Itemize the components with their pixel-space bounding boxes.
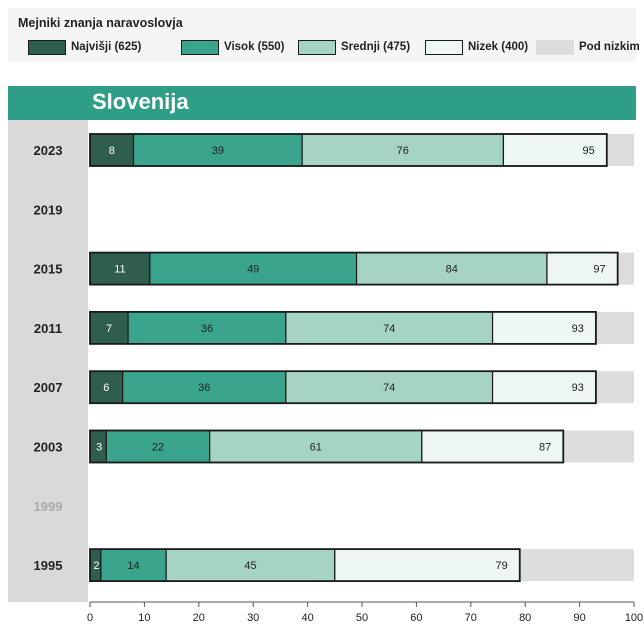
legend-item: Srednji (475) <box>298 38 410 56</box>
x-tick-label: 50 <box>356 612 368 624</box>
bar-segment <box>491 370 597 404</box>
data-label: 22 <box>152 442 164 454</box>
data-label: 6 <box>103 382 109 394</box>
bar-segment <box>149 252 358 286</box>
year-label: 2007 <box>34 380 63 395</box>
bar-outline <box>89 310 597 345</box>
data-label: 14 <box>127 560 139 572</box>
data-label: 49 <box>247 264 259 276</box>
x-tick-label: 20 <box>193 612 205 624</box>
legend-title: Mejniki znanja naravoslovja <box>18 16 183 30</box>
x-tick-label: 40 <box>301 612 313 624</box>
year-column <box>8 120 88 602</box>
data-label: 76 <box>397 145 409 157</box>
legend-item: Visok (550) <box>181 38 285 56</box>
data-label: 93 <box>572 323 584 335</box>
data-label: 93 <box>572 382 584 394</box>
bar-outline <box>89 251 619 286</box>
legend-label: Najvišji (625) <box>71 41 142 53</box>
data-label: 87 <box>539 442 551 454</box>
year-label: 2023 <box>34 143 63 158</box>
year-label: 2003 <box>34 440 63 455</box>
x-tick-label: 90 <box>573 612 585 624</box>
year-label: 2011 <box>34 321 62 336</box>
bar-segment <box>89 370 124 404</box>
bar-segment <box>502 133 608 167</box>
x-tick-label: 70 <box>465 612 477 624</box>
bar-outline <box>89 370 597 405</box>
data-label: 3 <box>96 442 102 454</box>
bar-segment <box>355 252 548 286</box>
bar-segment <box>334 548 521 582</box>
data-label: 61 <box>310 442 322 454</box>
bar-segment <box>89 252 151 286</box>
year-label: 2015 <box>34 262 63 277</box>
data-label: 36 <box>198 382 210 394</box>
x-tick-label: 0 <box>87 612 93 624</box>
x-tick-label: 30 <box>247 612 259 624</box>
bar-segment <box>491 311 597 345</box>
bar-segment <box>209 429 423 464</box>
year-label: 1999 <box>34 499 63 514</box>
bar-segment <box>105 429 211 464</box>
legend-label: Srednji (475) <box>341 41 411 53</box>
bar-outline <box>89 133 608 167</box>
legend-swatch <box>536 39 574 55</box>
x-tick-label: 100 <box>625 612 643 624</box>
data-label: 7 <box>106 323 112 335</box>
legend-label: Nizek (400) <box>468 41 529 53</box>
data-label: 36 <box>201 323 213 335</box>
data-label: 74 <box>383 323 395 335</box>
data-label: 2 <box>93 560 99 572</box>
bar-segment <box>127 311 287 345</box>
data-label: 45 <box>244 560 256 572</box>
data-label: 97 <box>593 264 605 276</box>
data-label: 84 <box>446 264 458 276</box>
legend-swatch <box>298 39 336 55</box>
legend-label: Pod nizkim <box>579 41 640 53</box>
x-tick-label: 60 <box>410 612 422 624</box>
year-label: 2019 <box>34 202 63 217</box>
legend-item: Nizek (400) <box>425 38 528 56</box>
legend-label: Visok (550) <box>224 41 285 53</box>
legend-item: Najvišji (625) <box>28 38 141 56</box>
data-label: 74 <box>383 382 395 394</box>
year-label: 1995 <box>34 558 63 573</box>
data-label: 11 <box>114 264 125 276</box>
bar-segment <box>132 133 303 167</box>
bar-outline <box>89 548 521 582</box>
bar-outline <box>89 429 565 464</box>
data-label: 79 <box>496 560 508 572</box>
country-header-band <box>8 86 636 120</box>
legend-swatch <box>181 39 219 55</box>
bar-segment <box>89 133 135 167</box>
x-tick-label: 10 <box>138 612 150 624</box>
x-tick-label: 80 <box>519 612 531 624</box>
bar-segment <box>546 252 619 286</box>
country-title: Slovenija <box>92 89 189 114</box>
legend-item: Pod nizkim <box>536 38 640 56</box>
data-label: 39 <box>212 145 224 157</box>
data-label: 8 <box>109 145 115 157</box>
legend-swatch <box>28 39 66 55</box>
data-label: 95 <box>583 145 595 157</box>
legend: Mejniki znanja naravoslovja Najvišji (62… <box>8 8 640 62</box>
legend-swatch <box>425 39 463 55</box>
